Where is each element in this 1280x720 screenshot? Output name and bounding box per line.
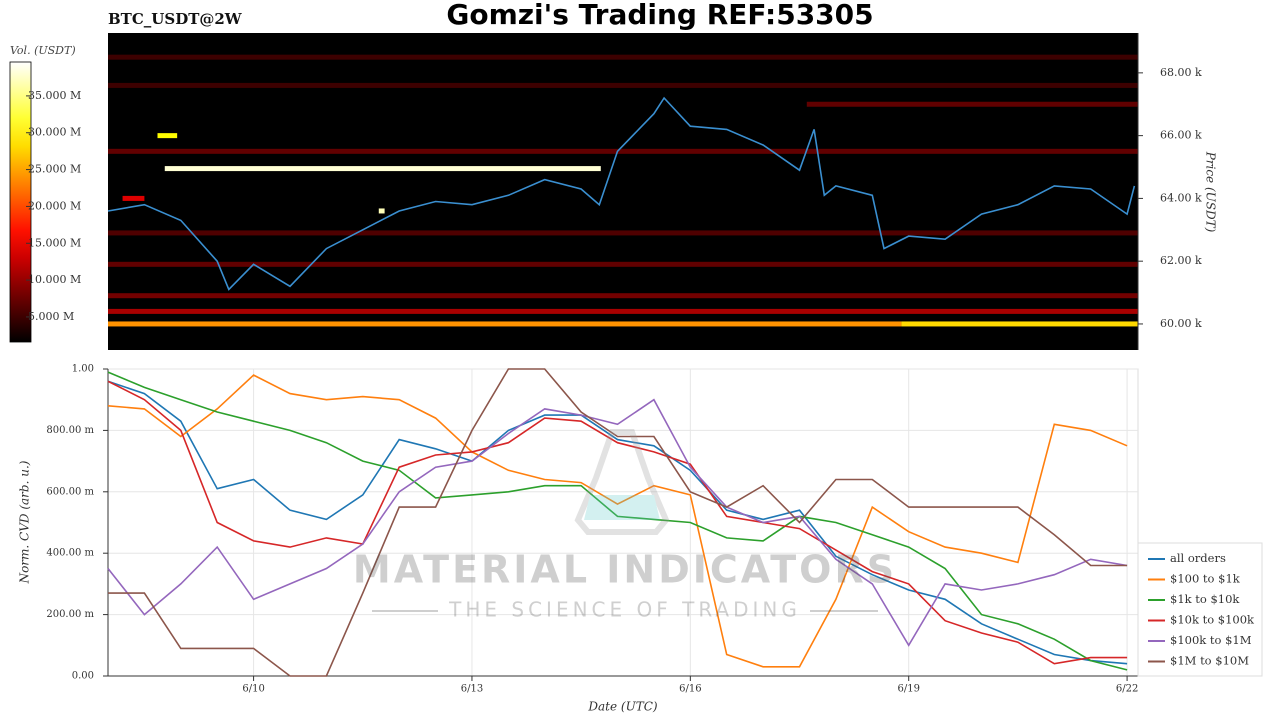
liquidity-level [108,261,1138,267]
liquidity-level [164,166,601,172]
legend [1137,542,1263,677]
colorbar-tick-label: 35.000 M [28,89,81,102]
y-tick-label: 0.00 [72,671,94,682]
liquidity-level [806,101,1138,107]
x-tick-label: 6/19 [897,684,919,695]
legend-label: $1k to $10k [1170,592,1240,606]
cvd-line [107,374,1128,668]
legend-label: $100 to $1k [1170,572,1241,586]
symbol-label: BTC_USDT@2W [108,10,243,28]
liquidity-level [378,208,385,214]
cvd-line [108,368,1128,677]
y-axis-title: Norm. CVD (arb. u.) [18,460,32,584]
liquidity-level [108,230,1138,236]
x-tick-label: 6/16 [679,684,701,695]
page-title: Gomzi's Trading REF:53305 [446,0,873,31]
cvd-line [107,380,1128,665]
colorbar-tick-label: 20.000 M [28,199,81,212]
colorbar [9,61,32,343]
y-tick-label: 600.00 m [46,486,94,497]
heatmap-panel [108,33,1138,350]
y-axis-title: Price (USDT) [1204,151,1218,233]
price-line [107,96,1136,291]
liquidity-level [122,195,145,201]
y-tick-label: 200.00 m [46,609,94,620]
y-tick-label: 62.00 k [1160,254,1202,267]
legend-label: $1M to $10M [1170,654,1249,668]
liquidity-level [108,321,902,327]
colorbar-tick-label: 15.000 M [28,236,81,249]
colorbar-label: Vol. (USDT) [10,44,76,57]
liquidity-level [901,321,1138,327]
y-tick-label: 64.00 k [1160,191,1202,204]
cvd-line [107,371,1128,671]
watermark-logo [574,429,670,535]
x-tick-label: 6/13 [461,684,483,695]
liquidity-level [108,293,1138,299]
cvd-line [107,398,1128,647]
watermark-subtitle: THE SCIENCE OF TRADING [448,598,801,622]
watermark-title: MATERIAL INDICATORS [353,548,897,592]
liquidity-level [108,54,1138,60]
cvd-line [107,380,1128,665]
watermark: MATERIAL INDICATORS THE SCIENCE OF TRADI… [353,429,897,622]
legend-label: all orders [1170,551,1226,565]
y-tick-label: 66.00 k [1160,129,1202,142]
legend-label: $10k to $100k [1170,613,1255,627]
watermark-logo-fill [584,495,660,520]
x-tick-label: 6/22 [1116,684,1138,695]
colorbar-tick-label: 25.000 M [28,163,81,176]
x-tick-label: 6/10 [242,684,264,695]
liquidity-level [157,133,178,139]
y-tick-label: 60.00 k [1160,317,1202,330]
y-tick-label: 800.00 m [46,425,94,436]
liquidity-level [108,148,1138,154]
x-axis-title: Date (UTC) [587,700,657,714]
liquidity-level [108,82,1138,88]
y-tick-label: 400.00 m [46,548,94,559]
liquidity-level [108,308,1138,314]
y-tick-label: 68.00 k [1160,66,1202,79]
legend-label: $100k to $1M [1170,633,1252,647]
y-tick-label: 1.00 [72,364,94,375]
colorbar-tick-label: 5.000 M [28,310,74,323]
plots: 60.00 k 62.00 k 64.00 k 66.00 k 68.00 k 5.000… [26,33,1263,695]
colorbar-tick-label: 30.000 M [28,126,81,139]
colorbar-tick-label: 10.000 M [28,273,81,286]
cvd-panel [107,368,1139,677]
